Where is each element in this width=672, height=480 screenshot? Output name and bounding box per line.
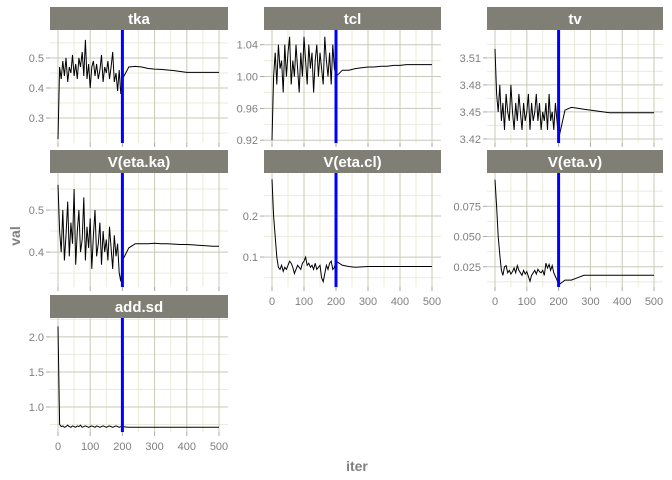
x-axis-title: iter bbox=[346, 458, 368, 474]
x-tick-label: 100 bbox=[295, 296, 313, 308]
x-tick-label: 300 bbox=[359, 296, 377, 308]
y-tick-label: 0.96 bbox=[237, 103, 258, 115]
x-tick-label: 500 bbox=[423, 296, 441, 308]
y-tick-label: 3.51 bbox=[460, 53, 481, 65]
y-tick-label: 2.0 bbox=[29, 332, 44, 344]
y-tick-label: 0.075 bbox=[453, 201, 481, 213]
x-tick-label: 0 bbox=[492, 296, 498, 308]
series-line bbox=[271, 179, 432, 284]
facet-panel: 0.1 0.2 0 100 200 300 400 500 V(eta.cl) bbox=[243, 150, 441, 308]
series-line bbox=[57, 39, 219, 140]
x-tick-label: 0 bbox=[269, 296, 275, 308]
facet-strip-label: add.sd bbox=[115, 299, 163, 316]
y-tick-label: 1.0 bbox=[29, 402, 44, 414]
y-tick-label: 1.00 bbox=[237, 72, 258, 84]
facet-strip bbox=[50, 295, 228, 318]
facet-strip-label: tcl bbox=[344, 11, 362, 28]
facet-strip bbox=[487, 7, 663, 30]
series-line bbox=[57, 326, 219, 428]
facet-panel: 0.92 0.96 1.00 1.04 tcl bbox=[237, 7, 441, 147]
series-line bbox=[57, 184, 219, 282]
facet-panel: 0.3 0.4 0.5 tka bbox=[29, 7, 228, 147]
y-tick-label: 0.1 bbox=[243, 252, 258, 264]
series-line bbox=[271, 36, 432, 141]
x-tick-label: 400 bbox=[391, 296, 409, 308]
y-tick-label: 3.45 bbox=[460, 107, 481, 119]
y-tick-label: 0.5 bbox=[29, 53, 44, 65]
x-tick-label: 100 bbox=[81, 441, 99, 453]
facet-strip bbox=[487, 150, 663, 173]
x-tick-label: 200 bbox=[549, 296, 567, 308]
y-tick-label: 0.025 bbox=[453, 262, 481, 274]
y-tick-label: 0.5 bbox=[29, 205, 44, 217]
x-tick-label: 400 bbox=[178, 441, 196, 453]
x-tick-label: 500 bbox=[645, 296, 663, 308]
x-tick-label: 100 bbox=[518, 296, 536, 308]
facet-strip-label: V(eta.cl) bbox=[323, 154, 381, 171]
facet-panel: 0.025 0.050 0.075 0 100 200 300 400 500 V(eta.v) bbox=[453, 150, 663, 308]
facet-strip bbox=[50, 7, 228, 30]
x-tick-label: 0 bbox=[55, 441, 61, 453]
y-tick-label: 0.050 bbox=[453, 232, 481, 244]
facet-strip bbox=[50, 150, 228, 173]
x-tick-label: 200 bbox=[327, 296, 345, 308]
series-line bbox=[494, 48, 654, 140]
y-tick-label: 3.48 bbox=[460, 80, 481, 92]
x-tick-label: 300 bbox=[145, 441, 163, 453]
y-tick-label: 0.92 bbox=[237, 135, 258, 147]
x-tick-label: 400 bbox=[613, 296, 631, 308]
y-tick-label: 0.3 bbox=[29, 113, 44, 125]
facet-strip-label: tv bbox=[568, 11, 582, 28]
facet-strip-label: V(eta.ka) bbox=[108, 154, 171, 171]
y-tick-label: 0.2 bbox=[243, 211, 258, 223]
facet-strip bbox=[264, 7, 441, 30]
x-tick-label: 200 bbox=[113, 441, 131, 453]
y-tick-label: 0.4 bbox=[29, 83, 44, 95]
facet-strip-label: V(eta.v) bbox=[548, 154, 602, 171]
facet-strip-label: tka bbox=[128, 11, 150, 28]
facet-panel: 3.42 3.45 3.48 3.51 tv bbox=[460, 7, 663, 147]
series-line bbox=[494, 179, 654, 286]
y-tick-label: 1.5 bbox=[29, 367, 44, 379]
x-tick-label: 500 bbox=[210, 441, 228, 453]
facet-strip bbox=[264, 150, 441, 173]
facet-panel: 0.4 0.5 V(eta.ka) bbox=[29, 150, 228, 291]
y-tick-label: 1.04 bbox=[237, 40, 258, 52]
y-axis-title: val bbox=[7, 226, 23, 245]
y-tick-label: 0.4 bbox=[29, 247, 44, 259]
y-tick-label: 3.42 bbox=[460, 134, 481, 146]
facet-panel: 1.0 1.5 2.0 0 100 200 300 400 500 add.sd bbox=[29, 295, 228, 453]
x-tick-label: 300 bbox=[581, 296, 599, 308]
